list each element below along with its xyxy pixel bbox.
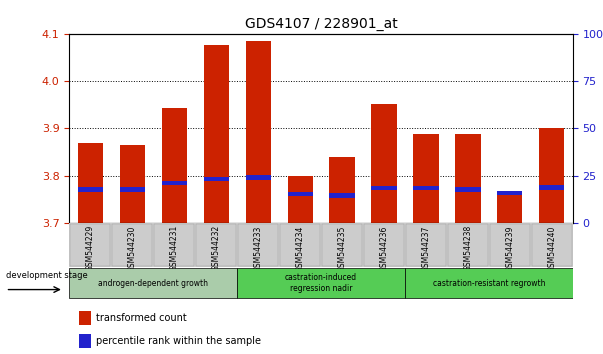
Text: androgen-dependent growth: androgen-dependent growth	[98, 279, 208, 288]
Bar	[154, 224, 194, 266]
Text: GSM544238: GSM544238	[464, 225, 473, 272]
Bar	[455, 187, 481, 192]
Bar	[329, 193, 355, 198]
Text: GSM544237: GSM544237	[421, 225, 431, 272]
Text: GSM544230: GSM544230	[128, 225, 137, 272]
Bar	[322, 224, 362, 266]
Bar	[364, 224, 404, 266]
Bar	[70, 224, 110, 266]
Bar	[455, 135, 481, 223]
Bar	[245, 176, 271, 180]
Bar	[80, 312, 90, 325]
Bar	[162, 108, 187, 223]
Bar	[119, 187, 145, 192]
Bar	[497, 193, 522, 223]
Bar	[288, 176, 313, 223]
Text: percentile rank within the sample: percentile rank within the sample	[96, 336, 260, 346]
Bar	[78, 187, 103, 192]
Bar	[69, 268, 237, 298]
Bar	[112, 224, 153, 266]
Bar	[237, 268, 405, 298]
Text: GSM544233: GSM544233	[254, 225, 263, 272]
Bar	[280, 224, 320, 266]
Bar	[78, 143, 103, 223]
Bar	[414, 186, 438, 190]
Bar	[119, 145, 145, 223]
Bar	[196, 224, 236, 266]
Bar	[204, 45, 229, 223]
Text: castration-induced
regression nadir: castration-induced regression nadir	[285, 274, 357, 293]
Bar	[405, 268, 573, 298]
Bar	[406, 224, 446, 266]
Bar	[539, 128, 564, 223]
Text: development stage: development stage	[5, 271, 87, 280]
Bar	[288, 192, 313, 196]
Text: castration-resistant regrowth: castration-resistant regrowth	[433, 279, 545, 288]
Bar	[490, 224, 530, 266]
Bar	[371, 104, 397, 223]
Bar	[539, 185, 564, 190]
Bar	[329, 157, 355, 223]
Bar	[80, 334, 90, 348]
Text: GSM544236: GSM544236	[379, 225, 388, 272]
Bar	[497, 191, 522, 195]
Text: GSM544232: GSM544232	[212, 225, 221, 272]
Bar	[414, 134, 438, 223]
Text: GSM544235: GSM544235	[338, 225, 347, 272]
Text: GSM544229: GSM544229	[86, 225, 95, 272]
Text: GSM544234: GSM544234	[295, 225, 305, 272]
Bar	[204, 177, 229, 181]
Text: transformed count: transformed count	[96, 313, 186, 323]
Text: GSM544231: GSM544231	[169, 225, 178, 272]
Text: GSM544239: GSM544239	[505, 225, 514, 272]
Bar	[371, 186, 397, 190]
Text: GSM544240: GSM544240	[548, 225, 557, 272]
Bar	[162, 181, 187, 185]
Bar	[245, 41, 271, 223]
Title: GDS4107 / 228901_at: GDS4107 / 228901_at	[245, 17, 397, 31]
Bar	[448, 224, 488, 266]
Bar	[532, 224, 572, 266]
Bar	[238, 224, 279, 266]
